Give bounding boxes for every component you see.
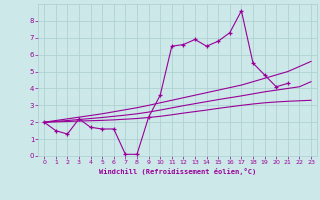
X-axis label: Windchill (Refroidissement éolien,°C): Windchill (Refroidissement éolien,°C) [99,168,256,175]
